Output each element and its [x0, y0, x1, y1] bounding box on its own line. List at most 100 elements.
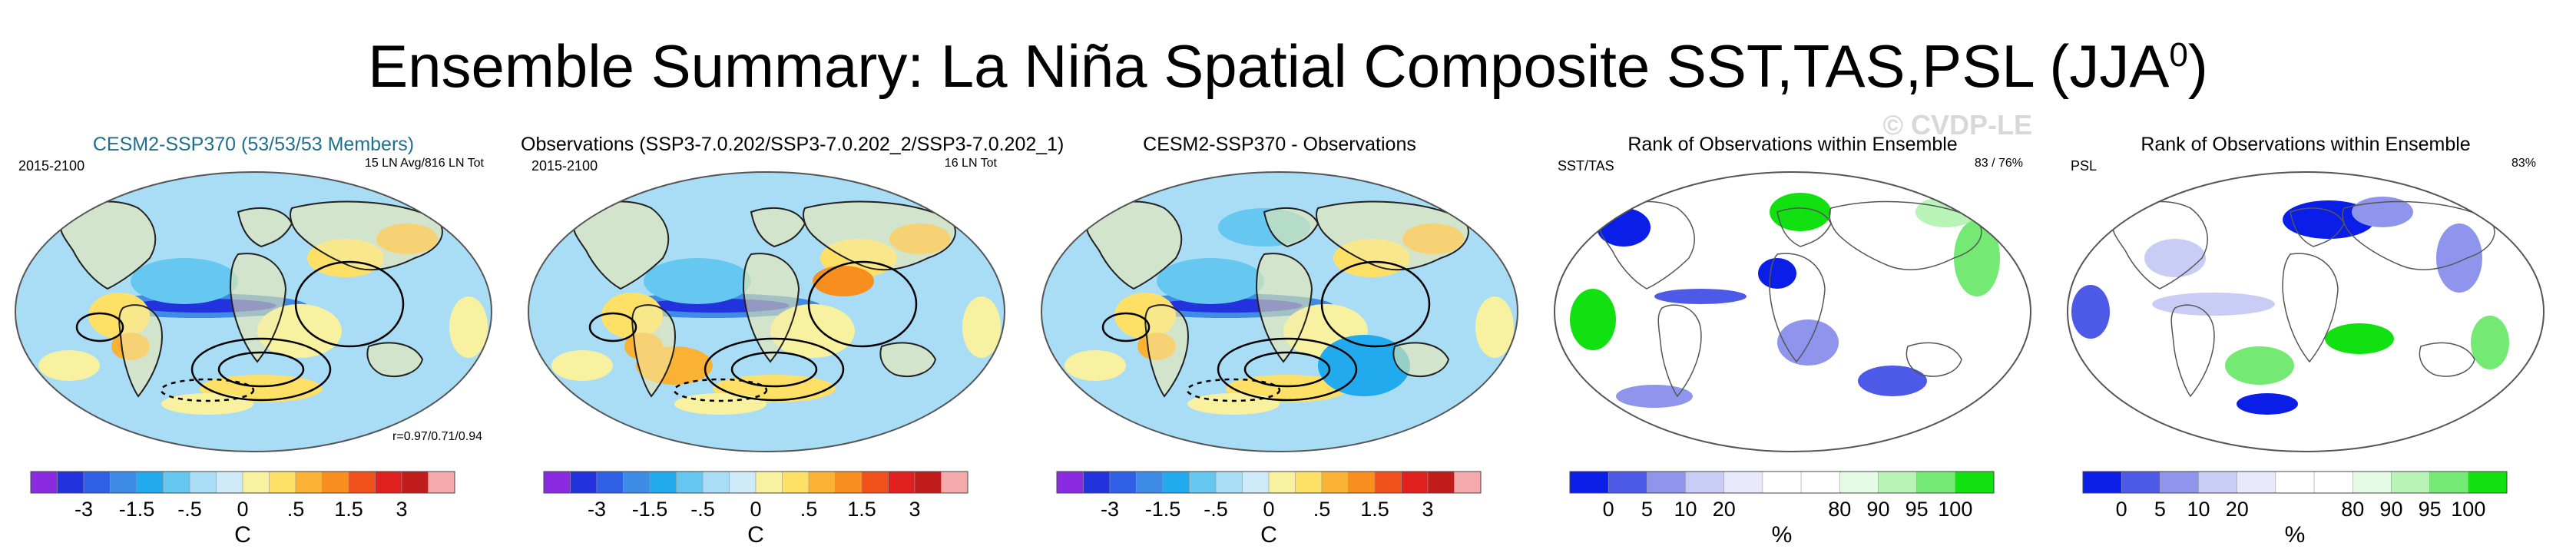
world-map — [1554, 171, 2031, 452]
rank-region — [2144, 239, 2206, 277]
pattern-correlation-label: r=0.97/0.71/0.94 — [392, 430, 482, 443]
map-panel-ensemble: CESM2-SSP370 (53/53/53 Members) 2015-2100… — [8, 123, 499, 553]
panel-title: Observations (SSP3-7.0.202/SSP3-7.0.202_… — [521, 134, 1065, 155]
colorbar-swatch — [375, 471, 402, 494]
rank-region — [2237, 393, 2298, 415]
continent-outline — [1263, 207, 1319, 248]
colorbar-swatch — [1215, 471, 1243, 494]
colorbar-tick-label: 10 — [1674, 498, 1697, 521]
continent-outline — [229, 253, 287, 363]
continent-outline — [1657, 304, 1702, 398]
anomaly-region — [551, 350, 613, 381]
colorbar-swatch — [623, 471, 651, 494]
colorbar-tick-label: -.5 — [690, 498, 715, 521]
colorbar-swatch — [2429, 471, 2469, 494]
colorbar-tick-label: 80 — [2341, 498, 2365, 521]
rank-region — [1915, 197, 1977, 227]
colorbar-frame — [2082, 471, 2508, 494]
panel-period-label: SST/TAS — [1558, 158, 1614, 174]
continent-outline — [750, 207, 806, 248]
continent-outline — [1769, 253, 1826, 363]
colorbar-swatch — [242, 471, 270, 494]
anomaly-region — [962, 296, 1001, 358]
colorbar-tick-label: 5 — [2154, 498, 2166, 521]
map-border — [1554, 171, 2031, 452]
main-title: Ensemble Summary: La Niña Spatial Compos… — [0, 17, 2576, 104]
colorbar-swatch — [755, 471, 783, 494]
continent-outline — [1316, 200, 1469, 271]
panel-title: CESM2-SSP370 - Observations — [1143, 134, 1416, 155]
colorbar-swatch — [2353, 471, 2392, 494]
anomaly-region — [161, 393, 253, 415]
anomaly-region — [449, 296, 488, 358]
colorbar-swatch — [2082, 471, 2122, 494]
psl-contour — [1186, 378, 1281, 402]
continent-outline — [1599, 200, 1695, 290]
colorbar-swatch — [1295, 471, 1323, 494]
colorbar-swatch — [2313, 471, 2353, 494]
psl-contour — [294, 260, 405, 348]
colorbar-swatch — [401, 471, 429, 494]
continent-outline — [1255, 253, 1313, 363]
continent-outline — [879, 342, 937, 377]
colorbar-tick-label: 80 — [1828, 498, 1852, 521]
colorbar-swatch — [1321, 471, 1349, 494]
continent-outline — [1085, 200, 1183, 290]
colorbar-tick-label: 0 — [750, 498, 762, 521]
main-title-close: ) — [2187, 32, 2208, 100]
world-map — [2067, 171, 2545, 452]
continent-outline — [742, 253, 800, 363]
panel-count-label: 16 LN Tot — [944, 157, 997, 170]
colorbar-swatch — [1608, 471, 1647, 494]
rank-region — [1758, 258, 1796, 289]
colorbar-tick-label: -3 — [1100, 498, 1120, 521]
psl-contour — [588, 312, 637, 343]
rank-region — [1858, 366, 1927, 396]
panel-count-label: 15 LN Avg/816 LN Tot — [364, 157, 484, 170]
colorbar-swatch — [1800, 471, 1840, 494]
continent-outline — [803, 200, 956, 271]
colorbar-swatch — [1878, 471, 1917, 494]
continent-outline — [2290, 207, 2345, 247]
colorbar-swatch — [1109, 471, 1137, 494]
rank-region — [2471, 316, 2509, 369]
rank-region — [1777, 319, 1839, 366]
colorbar-tick-label: -3 — [74, 498, 94, 521]
rank-region — [2152, 293, 2275, 316]
colorbar-tick-label: 10 — [2187, 498, 2210, 521]
colorbar-swatch — [835, 471, 863, 494]
colorbar-tick-label: 90 — [2379, 498, 2403, 521]
rank-region — [2283, 200, 2375, 239]
continent-outline — [572, 200, 670, 290]
colorbar-frame — [1056, 471, 1482, 494]
psl-contour — [730, 351, 818, 388]
colorbar — [543, 471, 968, 494]
colorbar-swatch — [649, 471, 677, 494]
cvdp-watermark: © CVDP-LE — [1882, 109, 2032, 141]
colorbar-swatch — [543, 471, 571, 494]
continent-outline — [2112, 200, 2208, 290]
colorbar-swatch — [914, 471, 942, 494]
colorbar-swatch — [1374, 471, 1402, 494]
world-map — [1041, 171, 1518, 452]
map-border — [1041, 171, 1518, 452]
colorbar-swatch — [83, 471, 111, 494]
colorbar-swatch — [596, 471, 624, 494]
anomaly-region — [644, 258, 751, 304]
colorbar-swatch — [110, 471, 137, 494]
panel-period-label: 2015-2100 — [531, 158, 598, 174]
colorbar-swatch — [2160, 471, 2199, 494]
colorbar-frame — [30, 471, 455, 494]
colorbar-swatch — [1723, 471, 1763, 494]
continent-outline — [2170, 304, 2215, 398]
colorbar-tick-label: 0 — [237, 498, 249, 521]
psl-contour — [807, 260, 918, 348]
colorbar-swatch — [1762, 471, 1802, 494]
colorbar-swatch — [1427, 471, 1455, 494]
colorbar-unit: C — [1260, 522, 1277, 548]
continent-outline — [237, 207, 293, 248]
panel-title: Rank of Observations within Ensemble — [1627, 134, 1958, 155]
anomaly-region — [1475, 296, 1514, 358]
colorbar-tick-label: 5 — [1641, 498, 1653, 521]
continent-outline — [59, 200, 157, 290]
